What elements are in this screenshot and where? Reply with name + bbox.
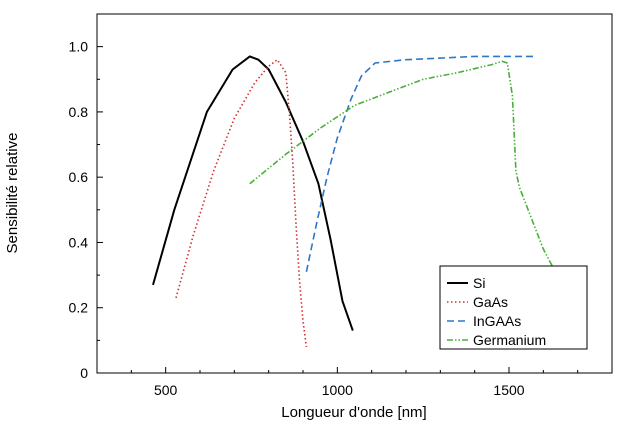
series-line-germanium (249, 60, 555, 269)
y-tick-label: 0.4 (69, 234, 89, 250)
legend-label-germanium: Germanium (473, 332, 546, 348)
y-ticks: 0 0.2 0.4 0.6 0.8 1.0 (69, 13, 103, 381)
y-tick-label: 0.6 (69, 169, 89, 185)
series-line-si (152, 55, 354, 331)
y-tick-label: 0.8 (69, 104, 89, 120)
legend: Si GaAs InGAAs Germanium (439, 265, 588, 350)
x-tick-label: 1500 (493, 382, 524, 398)
legend-label-si: Si (473, 275, 485, 291)
series-line-ingaas (305, 55, 533, 272)
legend-items: Si GaAs InGAAs Germanium (447, 275, 546, 348)
x-tick-label: 500 (154, 382, 178, 398)
series-layer (152, 55, 555, 348)
legend-label-ingaas: InGAAs (473, 313, 521, 329)
y-axis-title: Sensibilité relative (4, 133, 21, 254)
legend-label-gaas: GaAs (473, 294, 508, 310)
x-ticks: 500 1000 1500 (130, 367, 579, 398)
x-axis-title: Longueur d'onde [nm] (281, 404, 426, 421)
y-tick-label: 1.0 (69, 39, 89, 55)
legend-box (439, 265, 588, 350)
x-tick-label: 1000 (322, 382, 353, 398)
y-tick-label: 0.2 (69, 300, 89, 316)
y-tick-label: 0 (80, 365, 88, 381)
